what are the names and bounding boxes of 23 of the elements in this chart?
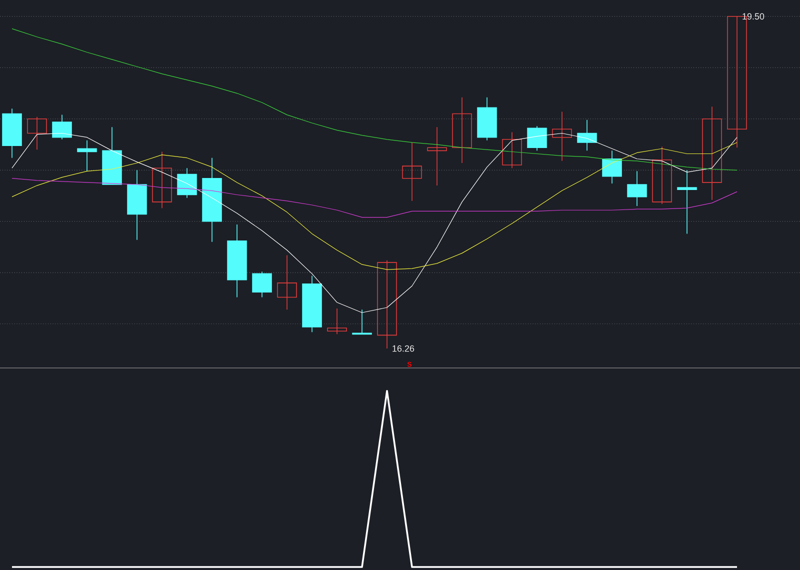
annotation: 19.50	[742, 13, 764, 20]
candlestick	[402, 142, 422, 202]
annotation: 16.26	[392, 345, 414, 352]
candlestick	[677, 170, 697, 234]
candlestick	[177, 168, 197, 198]
candlestick	[452, 96, 472, 164]
candlestick	[527, 126, 547, 152]
candlestick	[577, 120, 597, 152]
candlestick	[502, 132, 522, 169]
candlestick	[427, 126, 447, 186]
candlestick	[627, 170, 647, 206]
candlestick	[252, 271, 272, 298]
candlestick	[602, 150, 622, 184]
candlestick	[552, 111, 572, 162]
candlestick	[152, 151, 172, 208]
candlestick	[652, 146, 672, 204]
candlestick	[702, 106, 722, 200]
candlestick	[327, 308, 347, 335]
candlestick	[277, 254, 297, 310]
candlestick	[27, 116, 47, 150]
candlestick	[52, 114, 72, 140]
candlestick	[77, 140, 97, 172]
candlestick	[352, 309, 372, 335]
